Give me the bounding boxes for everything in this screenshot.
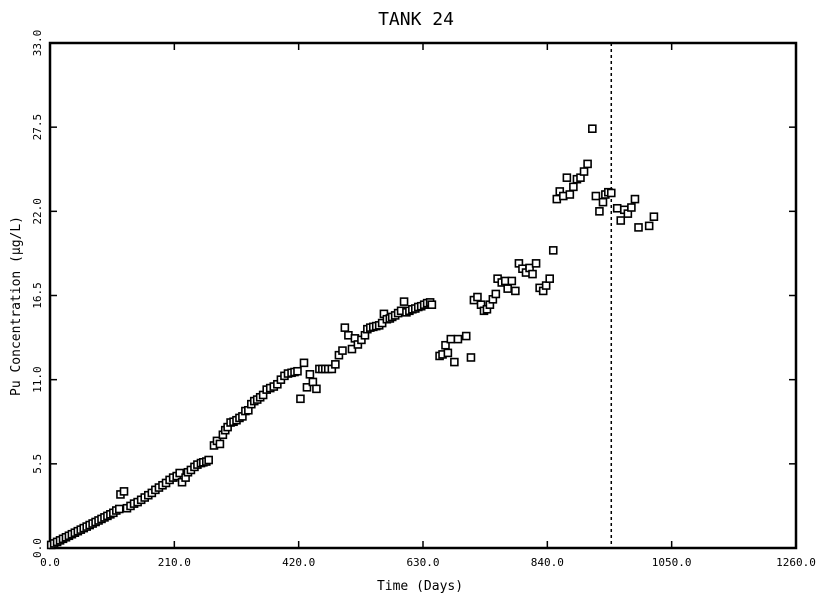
data-point (630, 194, 640, 204)
data-point (299, 358, 309, 368)
data-point (595, 207, 604, 216)
data-point (545, 274, 555, 283)
data-point (293, 366, 302, 376)
data-point (340, 323, 350, 332)
data-point (453, 334, 463, 344)
data-point (531, 259, 541, 268)
data-point (308, 377, 318, 387)
data-point (446, 334, 456, 344)
data-point (579, 167, 589, 176)
data-point (305, 370, 315, 379)
data-point (215, 439, 225, 449)
x-tick-label: 420.0 (282, 556, 315, 569)
y-tick-label: 16.5 (31, 282, 44, 309)
data-point (569, 182, 578, 192)
data-point (312, 384, 321, 394)
data-point (511, 286, 520, 296)
data-point (473, 292, 482, 302)
data-point (204, 455, 213, 465)
data-point (466, 353, 476, 362)
data-point (644, 221, 654, 231)
data-point (507, 276, 517, 286)
data-point (528, 269, 537, 279)
y-tick-label: 27.5 (31, 114, 44, 140)
data-point (541, 281, 551, 290)
data-point (119, 487, 129, 496)
x-tick-label: 210.0 (158, 556, 191, 569)
data-point (296, 394, 305, 404)
plot-frame (48, 41, 798, 550)
chart-title: TANK 24 (378, 9, 454, 30)
data-point (503, 284, 512, 293)
data-point (175, 468, 184, 478)
y-tick-label: 22.0 (31, 198, 44, 225)
y-axis-label: Pu Concentration (µg/L) (9, 216, 24, 396)
data-point (583, 159, 592, 169)
data-point (491, 289, 501, 299)
data-point (598, 197, 608, 207)
data-point (114, 504, 124, 514)
x-tick-label: 1050.0 (652, 556, 692, 569)
data-point (427, 300, 437, 309)
data-point (347, 344, 357, 354)
x-axis-label: Time (Days) (377, 579, 463, 594)
data-point (548, 246, 558, 255)
data-point (461, 331, 471, 341)
y-tick-label: 0.0 (31, 538, 44, 558)
data-point (627, 203, 636, 212)
data-point (612, 203, 622, 213)
data-point (565, 190, 575, 199)
data-point (331, 360, 340, 369)
data-point (616, 216, 626, 225)
x-tick-label: 0.0 (40, 556, 60, 569)
data-point (588, 124, 597, 133)
data-point (302, 383, 312, 392)
y-tick-label: 33.0 (31, 30, 44, 57)
data-point (443, 348, 453, 358)
data-point (591, 191, 601, 201)
data-point (562, 173, 572, 182)
data-point (649, 212, 659, 221)
data-point (606, 188, 616, 198)
x-tick-label: 630.0 (406, 556, 439, 569)
y-tick-label: 5.5 (31, 454, 44, 474)
plot-area: 0.0 210.0 420.0 630.0 840.0 1050.0 1260.0 0.0 5.… (31, 30, 816, 569)
data-point (338, 346, 347, 355)
data-point (399, 297, 409, 306)
data-point (450, 357, 459, 367)
y-tick-label: 11.0 (31, 366, 44, 393)
x-tick-label: 1260.0 (776, 556, 816, 569)
x-tick-label: 840.0 (531, 556, 564, 569)
data-point (634, 223, 643, 232)
